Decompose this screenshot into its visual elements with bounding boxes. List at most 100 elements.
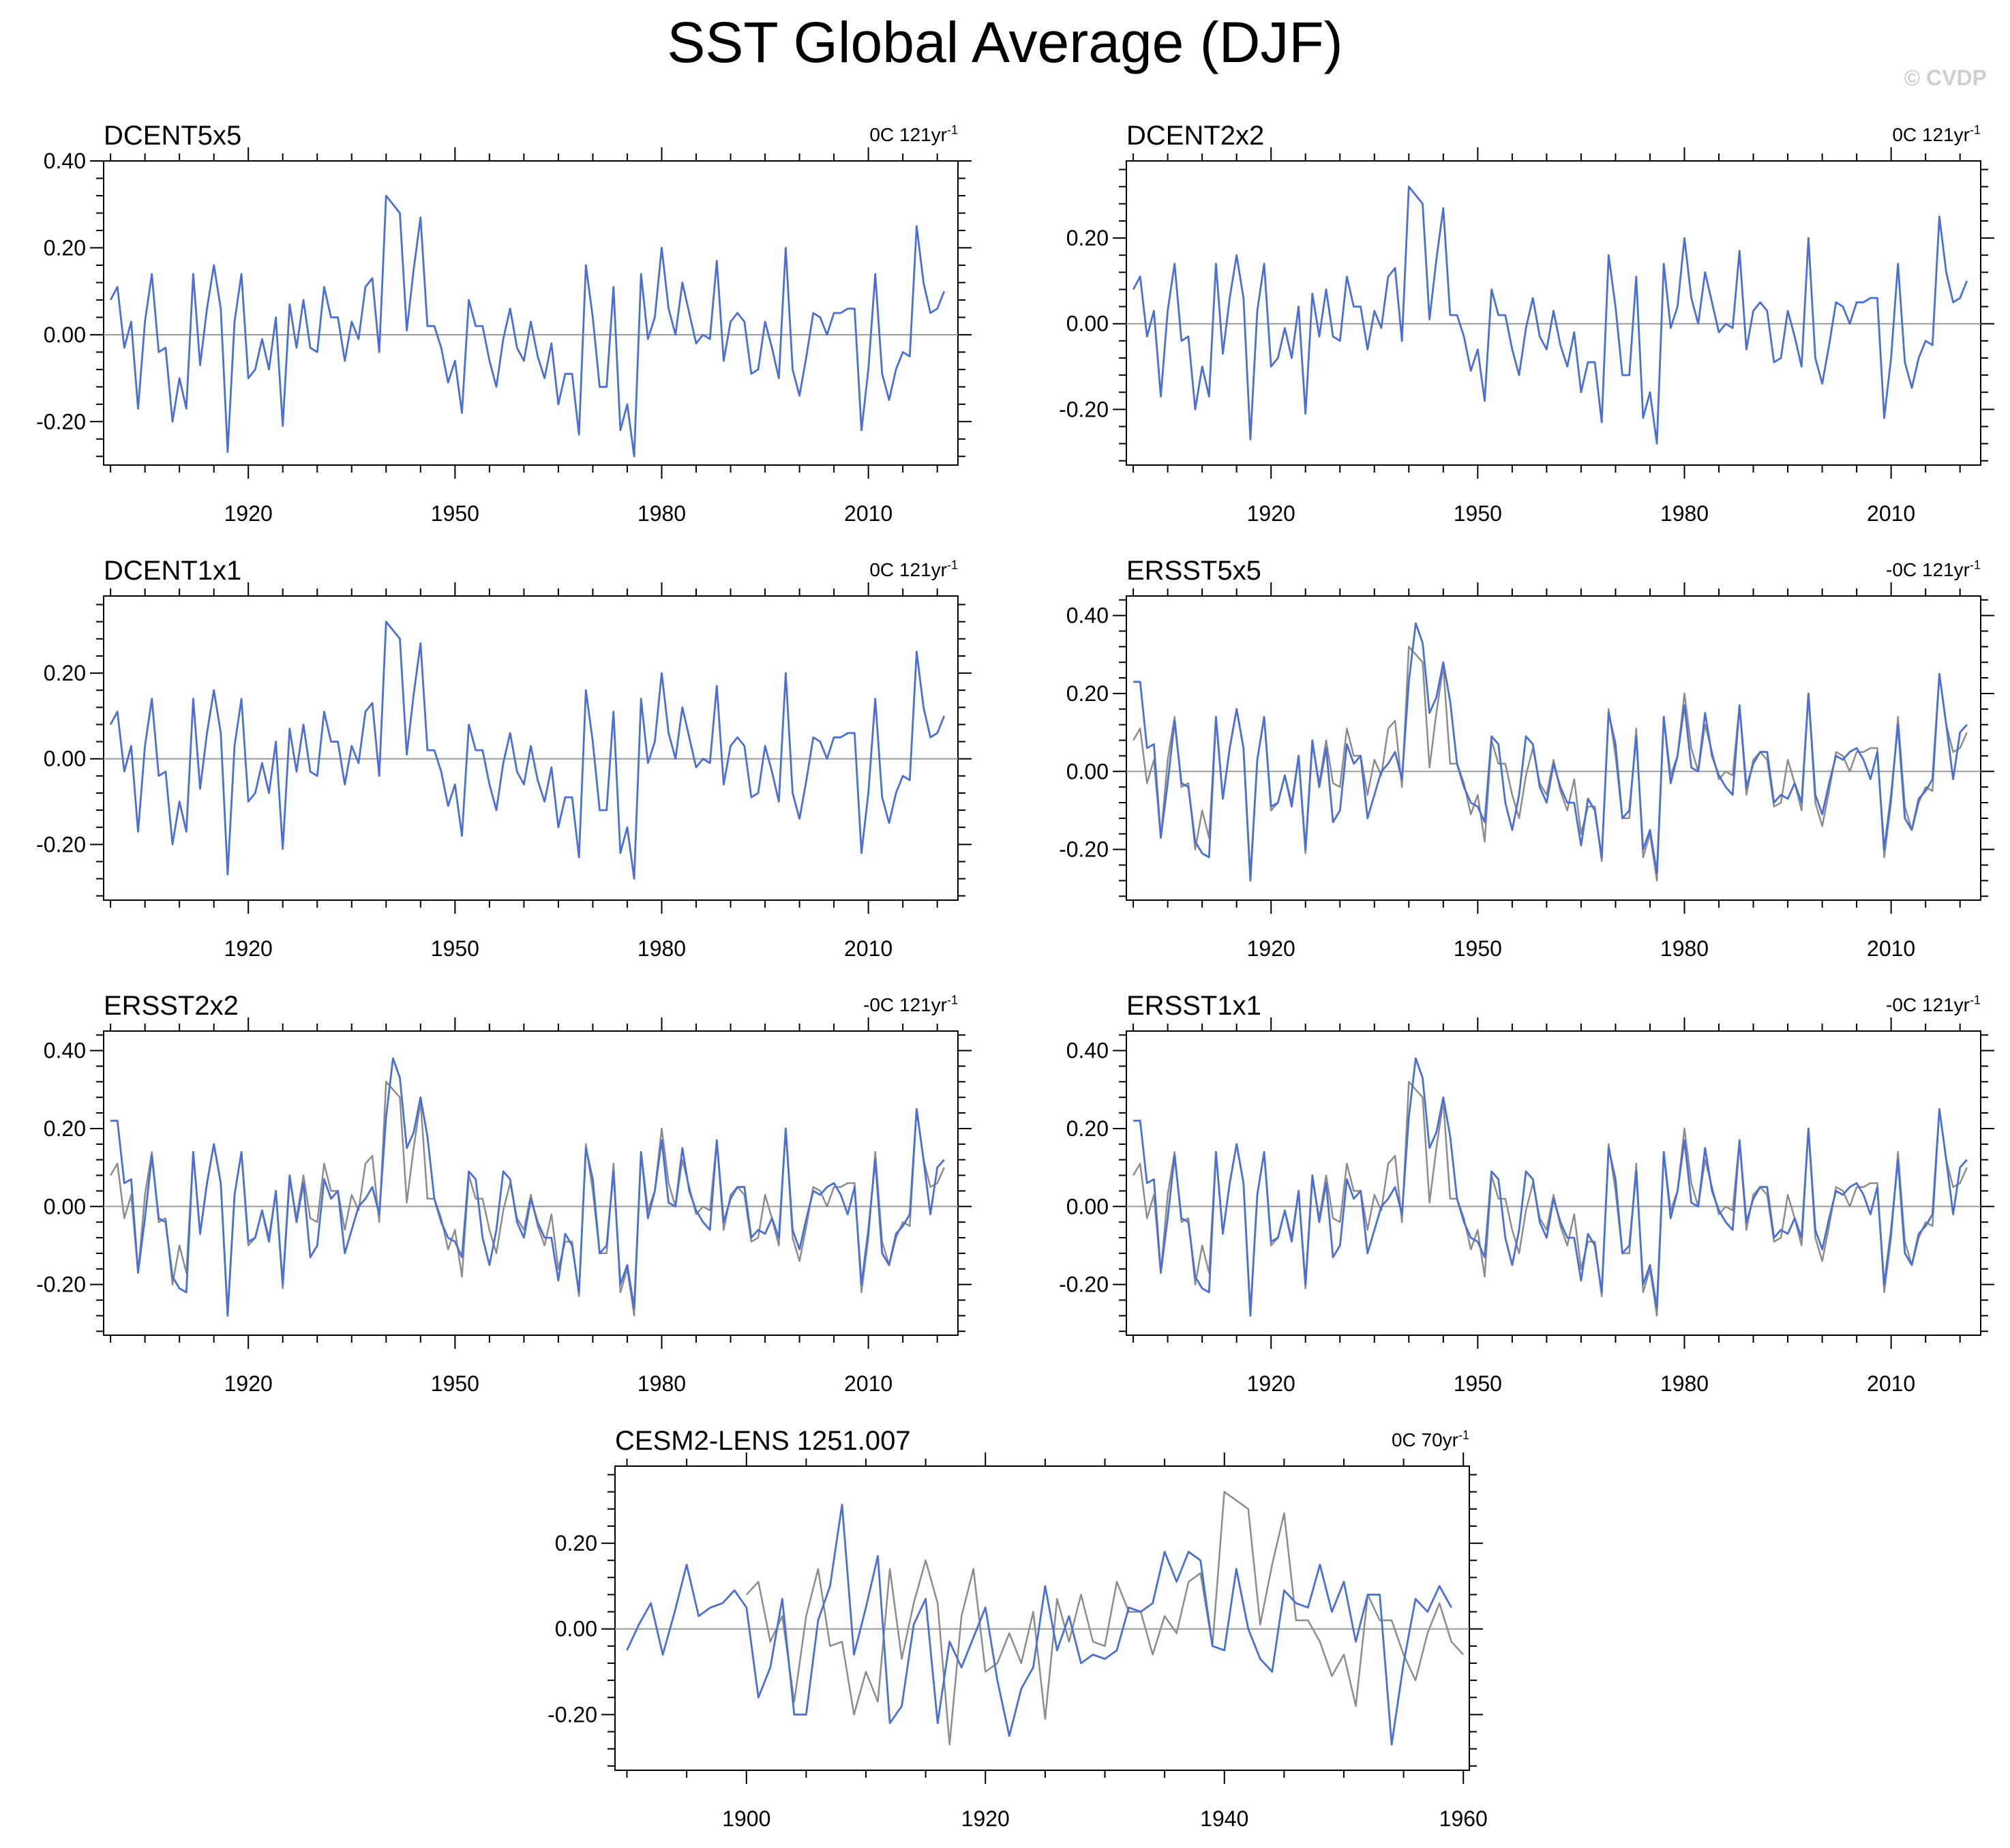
- trend-span: 70yr: [1421, 1429, 1458, 1450]
- trend-value: -0C: [1886, 994, 1922, 1015]
- trend-exponent: -1: [1458, 1428, 1469, 1442]
- x-tick-label: 2010: [844, 936, 892, 961]
- y-tick-label: 0.40: [44, 149, 86, 173]
- plot-frame: [614, 1465, 1470, 1771]
- trend-exponent: -1: [1969, 558, 1981, 572]
- chart-svg: -0.20 0.00 0.20 0.40 1920 1950 1980 2010: [1059, 582, 1994, 961]
- x-tick-label: 1980: [638, 501, 686, 526]
- trend-label: 0C 121yr-1: [549, 559, 958, 581]
- reference-series-line: [1132, 1081, 1968, 1317]
- chart-panel: ERSST2x2 -0C 121yr-1 -0.20 0.00 0.20 0.40 1920…: [36, 990, 985, 1410]
- y-tick-label: 0.20: [1066, 681, 1109, 706]
- chart-title: ERSST5x5: [1126, 556, 1261, 586]
- x-tick-label: 1940: [1200, 1806, 1248, 1831]
- chart-panel: DCENT5x5 0C 121yr-1 -0.20 0.00 0.20 0.40 1920 1…: [36, 120, 985, 540]
- x-tick-label: 1950: [431, 1371, 479, 1396]
- y-tick-label: 0.40: [1066, 603, 1109, 628]
- chart-svg: -0.20 0.00 0.20 0.40 1920 1950 1980 2010: [36, 1017, 972, 1396]
- reference-series-line: [1132, 646, 1968, 882]
- trend-value: -0C: [1886, 559, 1922, 580]
- y-tick-label: 0.20: [555, 1531, 597, 1555]
- y-tick-label: -0.20: [36, 1272, 86, 1297]
- y-tick-label: -0.20: [36, 832, 86, 856]
- x-tick-label: 2010: [1867, 501, 1915, 526]
- series-line: [1133, 1057, 1968, 1317]
- x-tick-label: 2010: [844, 1371, 892, 1396]
- chart-title: ERSST2x2: [104, 991, 239, 1021]
- trend-label: 0C 121yr-1: [549, 124, 958, 146]
- y-tick-label: 0.20: [1066, 1116, 1109, 1141]
- trend-value: 0C: [869, 559, 899, 580]
- trend-value: -0C: [863, 994, 899, 1015]
- series-line: [1133, 622, 1968, 882]
- x-tick-label: 1920: [1247, 501, 1295, 526]
- chart-title: DCENT5x5: [104, 121, 242, 151]
- chart-svg: -0.20 0.00 0.20 1920 1950 1980 2010: [1059, 147, 1994, 526]
- plot-frame: [103, 595, 959, 901]
- chart-title: ERSST1x1: [1126, 991, 1261, 1021]
- x-tick-label: 1950: [1454, 501, 1502, 526]
- chart-panel: DCENT2x2 0C 121yr-1 -0.20 0.00 0.20 1920 1950 1…: [1059, 120, 2008, 540]
- series-line: [109, 194, 946, 458]
- x-tick-label: 1920: [1247, 936, 1295, 961]
- trend-exponent: -1: [1969, 123, 1981, 137]
- x-tick-label: 1920: [224, 1371, 273, 1396]
- y-tick-label: -0.20: [1059, 397, 1109, 421]
- trend-label: -0C 121yr-1: [1572, 994, 1981, 1016]
- trend-span: 121yr: [899, 559, 947, 580]
- y-tick-label: 0.00: [1066, 1194, 1109, 1219]
- series-line: [109, 621, 946, 880]
- y-tick-label: 0.40: [44, 1039, 86, 1063]
- x-tick-label: 1960: [1439, 1806, 1488, 1831]
- plot-frame: [103, 1030, 959, 1336]
- credit-watermark: © CVDP: [1904, 65, 1987, 90]
- y-tick-label: 0.00: [1066, 759, 1109, 784]
- trend-exponent: -1: [946, 993, 958, 1007]
- x-tick-label: 1980: [638, 936, 686, 961]
- trend-span: 121yr: [1921, 559, 1970, 580]
- y-tick-label: 0.20: [1066, 226, 1109, 250]
- y-tick-label: 0.20: [44, 661, 86, 685]
- reference-series-line: [110, 1081, 945, 1317]
- chart-svg: -0.20 0.00 0.20 1900 1920 1940 1960: [548, 1452, 1488, 1831]
- trend-value: 0C: [1391, 1429, 1422, 1450]
- y-tick-label: -0.20: [1059, 837, 1109, 862]
- x-tick-label: 1980: [1660, 1371, 1709, 1396]
- chart-title: DCENT2x2: [1126, 121, 1265, 151]
- chart-title: DCENT1x1: [104, 556, 242, 586]
- plot-frame: [1126, 160, 1981, 466]
- x-tick-label: 2010: [1867, 936, 1915, 961]
- x-tick-label: 1950: [1454, 936, 1502, 961]
- x-tick-label: 1980: [1660, 936, 1709, 961]
- y-tick-label: 0.00: [44, 1194, 86, 1219]
- y-tick-label: 0.00: [44, 323, 86, 347]
- reference-series-line: [745, 1491, 1465, 1746]
- trend-span: 121yr: [1921, 124, 1970, 145]
- chart-panel: ERSST1x1 -0C 121yr-1 -0.20 0.00 0.20 0.40 1920…: [1059, 990, 2008, 1410]
- chart-title: CESM2-LENS 1251.007: [615, 1426, 911, 1456]
- chart-panel: DCENT1x1 0C 121yr-1 -0.20 0.00 0.20 1920 1950 1…: [36, 555, 985, 975]
- chart-svg: -0.20 0.00 0.20 0.40 1920 1950 1980 2010: [36, 147, 972, 526]
- trend-value: 0C: [1892, 124, 1922, 145]
- x-tick-label: 2010: [1867, 1371, 1915, 1396]
- trend-span: 121yr: [899, 994, 947, 1015]
- trend-span: 121yr: [1921, 994, 1970, 1015]
- x-tick-label: 1920: [961, 1806, 1010, 1831]
- x-tick-label: 1950: [1454, 1371, 1502, 1396]
- y-tick-label: -0.20: [1059, 1272, 1109, 1297]
- y-tick-label: 0.00: [44, 747, 86, 771]
- trend-label: -0C 121yr-1: [1572, 559, 1981, 581]
- y-tick-label: 0.40: [1066, 1039, 1109, 1063]
- trend-span: 121yr: [899, 124, 947, 145]
- y-tick-label: 0.20: [44, 1116, 86, 1141]
- x-tick-label: 1980: [638, 1371, 686, 1396]
- series-line: [110, 1057, 945, 1317]
- series-line: [626, 1504, 1452, 1746]
- plot-frame: [103, 160, 959, 466]
- x-tick-label: 1920: [1247, 1371, 1295, 1396]
- chart-panel: ERSST5x5 -0C 121yr-1 -0.20 0.00 0.20 0.40 1920…: [1059, 555, 2008, 975]
- trend-label: 0C 70yr-1: [1060, 1429, 1469, 1451]
- x-tick-label: 1920: [224, 936, 273, 961]
- page-title: SST Global Average (DJF): [667, 10, 1343, 74]
- x-tick-label: 1950: [431, 936, 479, 961]
